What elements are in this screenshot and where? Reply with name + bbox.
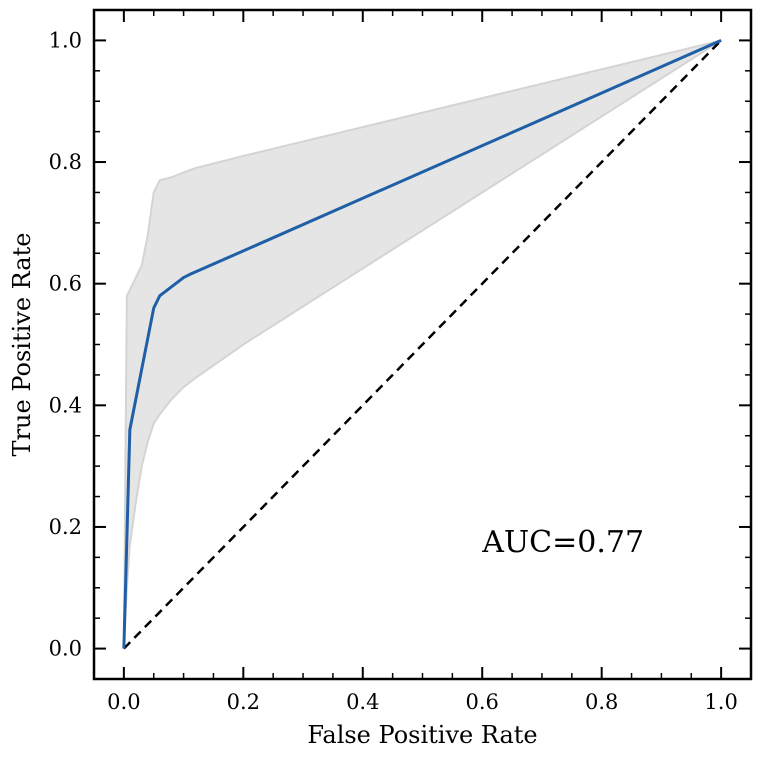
y-tick-label: 0.6 — [49, 272, 82, 296]
x-axis-label: False Positive Rate — [307, 721, 537, 749]
x-tick-label: 1.0 — [704, 690, 737, 714]
series-layer — [122, 39, 722, 649]
y-tick-label: 0.0 — [49, 637, 82, 661]
plot-frame — [92, 8, 753, 681]
ticks-layer: 0.0 0.2 0.4 0.6 0.8 1.0 0.0 0.2 0.4 0.6 0.8 1.0 — [49, 9, 752, 714]
x-tick-label: 0.0 — [107, 690, 140, 714]
y-axis-label: True Positive Rate — [8, 233, 36, 457]
x-tick-label: 0.2 — [227, 690, 260, 714]
reference-diagonal-line — [122, 39, 723, 650]
x-tick-label: 0.8 — [585, 690, 618, 714]
auc-annotation: AUC=0.77 — [481, 525, 644, 560]
roc-curve-line — [122, 39, 722, 649]
y-tick-label: 0.4 — [49, 393, 82, 417]
x-tick-label: 0.6 — [466, 690, 499, 714]
reference-line-layer — [122, 39, 723, 650]
y-tick-label: 0.8 — [49, 150, 82, 174]
y-tick-label: 0.2 — [49, 515, 82, 539]
x-tick-label: 0.4 — [346, 690, 379, 714]
y-tick-label: 1.0 — [49, 28, 82, 52]
